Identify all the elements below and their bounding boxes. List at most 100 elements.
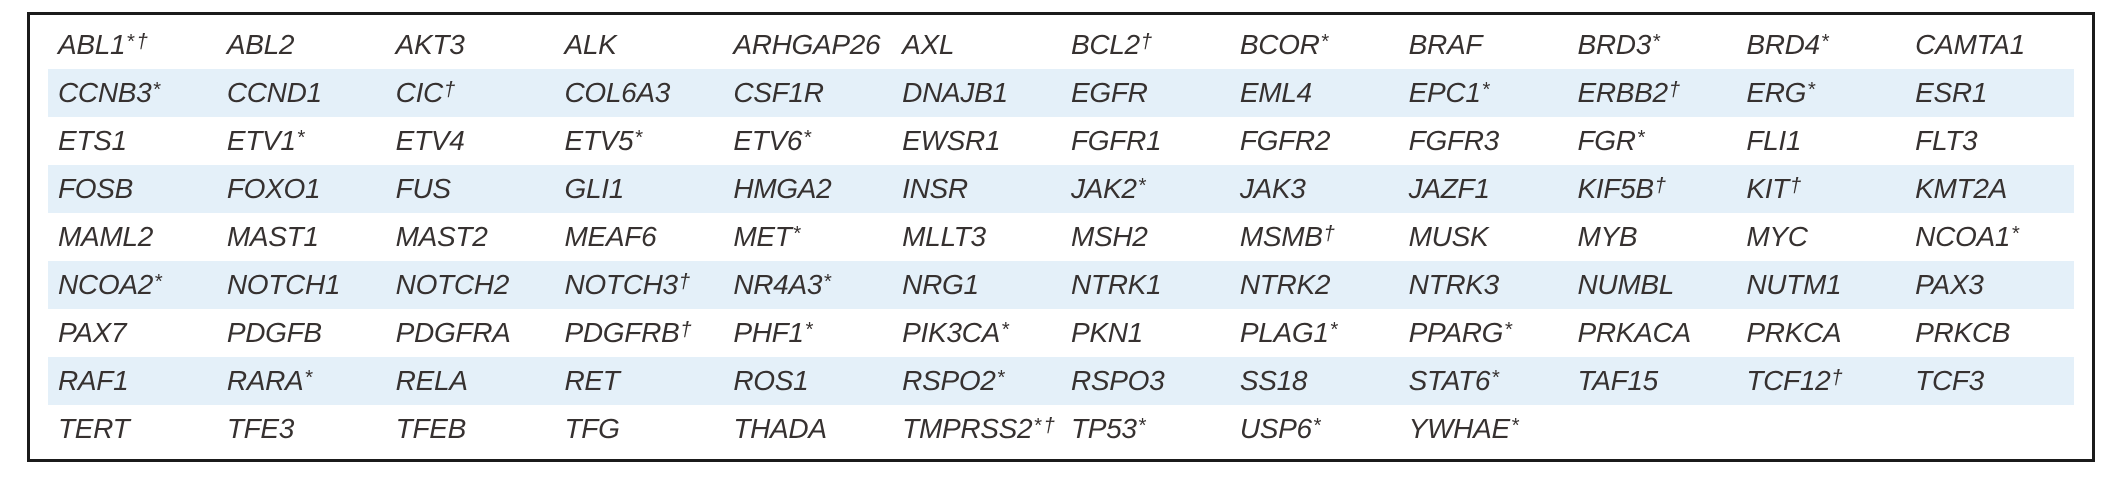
gene-name: FGFR2 — [1239, 125, 1331, 156]
table-row: FOSB FOXO1 FUS GLI1 HMGA2 INSR JAK2* JAK3 JAZF1 K… — [48, 165, 2074, 213]
gene-name: PLAG1 — [1239, 317, 1329, 348]
gene-name: PDGFB — [226, 317, 322, 348]
gene-name: THADA — [733, 413, 827, 444]
footnote-marks: * — [823, 270, 834, 293]
gene-name: PRKACA — [1577, 317, 1691, 348]
footnote-marks: * — [1491, 366, 1502, 389]
gene-name: ETV5 — [564, 125, 634, 156]
table-row: MAML2 MAST1 MAST2 MEAF6 MET* MLLT3 MSH2 MSMB† MU… — [48, 213, 2074, 261]
table-row: TERT TFE3 TFEB TFG THADA TMPRSS2*† TP53* USP6* Y… — [48, 405, 2074, 453]
gene-name: ESR1 — [1915, 77, 1988, 108]
gene-cell: GLI1 — [554, 173, 723, 205]
footnote-marks: * — [634, 126, 645, 149]
gene-cell: PDGFRB† — [554, 317, 723, 349]
gene-name: NTRK1 — [1070, 269, 1162, 300]
gene-name: TFEB — [395, 413, 467, 444]
gene-name: RET — [564, 365, 620, 396]
gene-cell: KIT† — [1736, 173, 1905, 205]
gene-name: MET — [733, 221, 792, 252]
gene-name: NOTCH1 — [226, 269, 341, 300]
gene-name: ROS1 — [733, 365, 809, 396]
gene-cell: NTRK2 — [1230, 269, 1399, 301]
footnote-marks: * — [1510, 414, 1522, 437]
gene-cell: PDGFRA — [386, 317, 555, 349]
gene-name: FLI1 — [1746, 125, 1802, 156]
gene-cell: ERG* — [1736, 77, 1905, 109]
gene-cell: BCOR* — [1230, 29, 1399, 61]
gene-name: PDGFRB — [564, 317, 680, 348]
gene-name: CCND1 — [226, 77, 322, 108]
gene-cell: SS18 — [1230, 365, 1399, 397]
gene-cell: JAK3 — [1230, 173, 1399, 205]
gene-name: ERBB2 — [1577, 77, 1668, 108]
gene-cell: FGFR3 — [1399, 125, 1568, 157]
gene-name: MAML2 — [58, 221, 153, 252]
gene-name: TP53 — [1070, 413, 1137, 444]
gene-name: YWHAE — [1408, 413, 1510, 444]
gene-cell: CIC† — [386, 77, 555, 109]
gene-name: BRAF — [1408, 29, 1483, 60]
gene-cell: MEAF6 — [554, 221, 723, 253]
gene-cell: PAX7 — [48, 317, 217, 349]
gene-cell: CCNB3* — [48, 77, 217, 109]
gene-name: SS18 — [1239, 365, 1308, 396]
gene-name: PAX7 — [58, 317, 127, 348]
gene-cell: INSR — [892, 173, 1061, 205]
gene-name: ABL2 — [226, 29, 295, 60]
gene-name: KMT2A — [1915, 173, 2008, 204]
gene-name: FOXO1 — [226, 173, 321, 204]
gene-cell: KIF5B† — [1567, 173, 1736, 205]
gene-cell: PDGFB — [217, 317, 386, 349]
gene-name: DNAJB1 — [902, 77, 1008, 108]
gene-name: INSR — [902, 173, 968, 204]
footnote-marks: * — [792, 222, 803, 245]
gene-name: ETV1 — [226, 125, 296, 156]
footnote-marks: † — [678, 270, 693, 293]
footnote-marks: † — [1323, 222, 1338, 245]
gene-name: PDGFRA — [395, 317, 511, 348]
gene-name: BRD4 — [1746, 29, 1820, 60]
gene-cell: YWHAE* — [1399, 413, 1568, 445]
gene-cell: MYB — [1567, 221, 1736, 253]
gene-cell: NOTCH3† — [554, 269, 723, 301]
footnote-marks: * — [1137, 414, 1149, 437]
gene-cell: USP6* — [1230, 413, 1399, 445]
gene-name: NOTCH3 — [564, 269, 678, 300]
gene-name: BCL2 — [1070, 29, 1140, 60]
footnote-marks: * — [1504, 318, 1515, 341]
footnote-marks: † — [1140, 30, 1155, 53]
gene-cell: MSH2 — [1061, 221, 1230, 253]
gene-cell: ALK — [554, 29, 723, 61]
gene-cell: ESR1 — [1905, 77, 2074, 109]
gene-name: TCF3 — [1915, 365, 1984, 396]
gene-cell: RARA* — [217, 365, 386, 397]
gene-name: FUS — [395, 173, 451, 204]
gene-name: PAX3 — [1915, 269, 1984, 300]
gene-cell: KMT2A — [1905, 173, 2074, 205]
gene-name: RELA — [395, 365, 468, 396]
gene-name: MEAF6 — [564, 221, 657, 252]
gene-name: EGFR — [1070, 77, 1148, 108]
footnote-marks: * — [1329, 318, 1340, 341]
gene-cell: NTRK1 — [1061, 269, 1230, 301]
gene-cell: AXL — [892, 29, 1061, 61]
table-row: CCNB3* CCND1 CIC† COL6A3 CSF1R DNAJB1 EGFR EML4… — [48, 69, 2074, 117]
gene-cell: TAF15 — [1567, 365, 1736, 397]
gene-cell: THADA — [723, 413, 892, 445]
gene-name: CIC — [395, 77, 444, 108]
gene-name: ETV4 — [395, 125, 465, 156]
gene-cell: ETV5* — [554, 125, 723, 157]
gene-cell: RSPO2* — [892, 365, 1061, 397]
gene-name: NCOA1 — [1915, 221, 2011, 252]
gene-cell: RSPO3 — [1061, 365, 1230, 397]
gene-cell: CAMTA1 — [1905, 29, 2074, 61]
gene-cell: ABL1*† — [48, 29, 217, 61]
gene-name: NUTM1 — [1746, 269, 1842, 300]
table-row: ETS1 ETV1* ETV4 ETV5* ETV6* EWSR1 FGFR1 FGFR2 FG… — [48, 117, 2074, 165]
gene-cell: ARHGAP26 — [723, 29, 892, 61]
gene-name: MUSK — [1408, 221, 1489, 252]
gene-cell: STAT6* — [1399, 365, 1568, 397]
footnote-marks: * — [803, 126, 814, 149]
gene-cell: FLT3 — [1905, 125, 2074, 157]
footnote-marks: *† — [126, 30, 151, 53]
